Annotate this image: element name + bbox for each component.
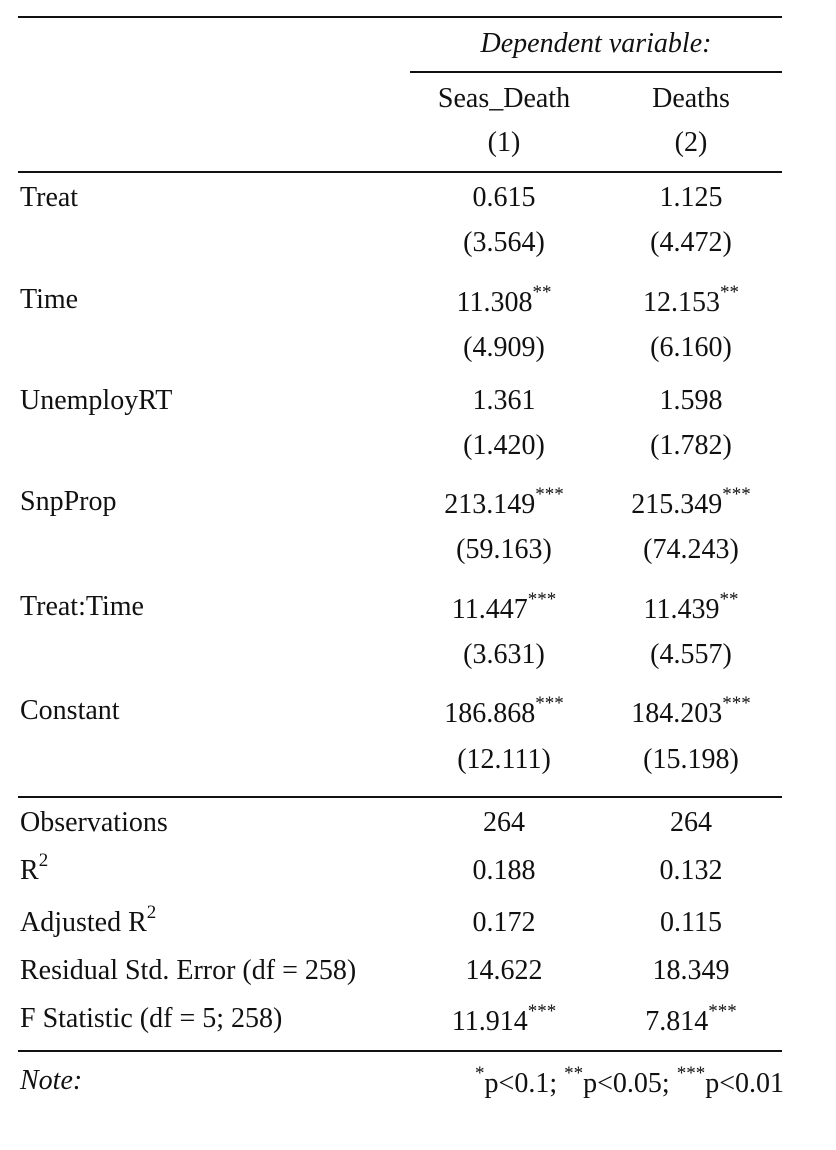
coef-value: 184.203*** [631,692,751,729]
coef-label-treat: Treat [20,182,79,213]
coef-value: 11.447*** [451,588,557,625]
coef-std-error: (59.163) [456,534,552,565]
coef-label-unemployrt: UnemployRT [20,385,173,416]
coef-value: 1.598 [659,385,723,416]
stat-value: 7.814*** [645,1000,737,1037]
coef-label-snpprop: SnpProp [20,486,117,517]
coef-value: 1.361 [472,385,536,416]
dependent-variable-caption: Dependent variable: [480,28,712,59]
stat-value: 0.172 [472,907,536,938]
stat-label-residual-std-error: Residual Std. Error (df = 258) [20,955,357,986]
stat-value: 264 [670,807,712,838]
coef-value: 11.308** [456,281,552,318]
coef-std-error: (1.782) [650,430,732,461]
coef-std-error: (15.198) [643,744,739,775]
coef-std-error: (6.160) [650,332,732,363]
stat-value: 0.132 [659,855,723,886]
coef-value: 12.153** [643,281,739,318]
column-1-number: (1) [487,127,521,158]
coef-std-error: (4.909) [463,332,545,363]
coef-label-treat-time: Treat:Time [20,591,144,622]
stat-value: 18.349 [652,955,730,986]
stat-value: 11.914*** [451,1000,557,1037]
column-2-number: (2) [674,127,708,158]
stat-value: 0.115 [660,907,722,938]
coef-std-error: (74.243) [643,534,739,565]
stats-bottom-rule [18,1050,782,1052]
coef-value: 11.439** [643,588,739,625]
column-2-name: Deaths [652,83,730,114]
coef-std-error: (1.420) [463,430,545,461]
stat-value: 0.188 [472,855,536,886]
coef-label-constant: Constant [20,695,120,726]
column-1-name: Seas_Death [437,83,571,114]
coef-value: 0.615 [472,182,536,213]
note-label: Note: [20,1065,83,1096]
significance-note: *p<0.1; **p<0.05; ***p<0.01 [475,1062,784,1099]
coef-label-time: Time [20,284,79,315]
stat-label-r2: R2 [20,849,49,886]
coef-std-error: (3.564) [463,227,545,258]
coef-std-error: (4.472) [650,227,732,258]
coef-std-error: (3.631) [463,639,545,670]
coef-value: 1.125 [659,182,723,213]
header-bottom-rule [18,171,782,173]
stat-label-observations: Observations [20,807,168,838]
coef-std-error: (4.557) [650,639,732,670]
stat-label-f-statistic: F Statistic (df = 5; 258) [20,1003,283,1034]
stat-label-adjusted-r2: Adjusted R2 [20,901,157,938]
coefficients-bottom-rule [18,796,782,798]
coef-value: 215.349*** [631,483,751,520]
coef-value: 186.868*** [444,692,564,729]
coef-value: 213.149*** [444,483,564,520]
stat-value: 14.622 [465,955,543,986]
stat-value: 264 [483,807,525,838]
top-rule [18,16,782,18]
coef-std-error: (12.111) [457,744,551,775]
dependent-variable-underline [410,71,782,73]
